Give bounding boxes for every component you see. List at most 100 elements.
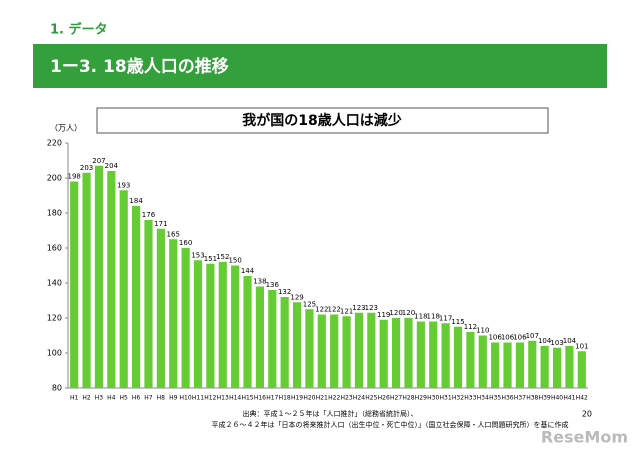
value-label: 115	[451, 318, 464, 326]
x-tick-label: H16	[254, 395, 266, 402]
source-line: 平成２６～４２年は「日本の将来推計人口（出生中位・死亡中位）」（国立社会保障・人…	[212, 420, 569, 429]
bar	[540, 346, 549, 388]
x-tick-label: H42	[576, 395, 588, 402]
bar	[453, 326, 463, 388]
value-label: 193	[117, 181, 130, 189]
bar	[379, 319, 388, 388]
x-tick-label: H18	[279, 395, 291, 402]
bar	[404, 318, 413, 388]
value-label: 103	[550, 339, 563, 347]
x-tick-label: H6	[132, 395, 141, 402]
x-tick-label: H29	[415, 395, 427, 402]
x-tick-label: H10	[180, 395, 192, 402]
bar	[416, 321, 425, 388]
y-tick-label: 100	[47, 349, 62, 358]
slide-subtitle: 1ー3. 18歳人口の推移	[50, 56, 229, 77]
x-tick-label: H2	[82, 395, 91, 402]
x-tick-label: H20	[303, 395, 315, 402]
value-label: 153	[191, 251, 204, 259]
y-tick-label: 140	[47, 279, 62, 288]
bar	[317, 314, 326, 388]
value-label: 118	[427, 313, 440, 321]
section-title: 1. データ	[50, 22, 108, 38]
value-label: 119	[377, 311, 390, 319]
value-label: 106	[501, 334, 515, 342]
value-label: 122	[328, 306, 341, 314]
bar	[478, 335, 487, 388]
x-tick-label: H34	[477, 395, 489, 402]
value-label: 118	[414, 313, 427, 321]
bar	[132, 206, 141, 388]
value-label: 122	[315, 306, 328, 314]
y-tick-label: 80	[52, 384, 62, 393]
x-tick-label: H8	[157, 395, 166, 402]
value-label: 120	[389, 309, 402, 317]
value-label: 125	[303, 300, 316, 308]
value-label: 104	[538, 337, 552, 345]
value-label: 110	[476, 327, 489, 335]
bar	[577, 351, 586, 388]
x-tick-label: H35	[489, 395, 501, 402]
value-label: 106	[488, 334, 502, 342]
x-tick-label: H14	[229, 395, 241, 402]
x-tick-label: H31	[440, 395, 452, 402]
value-label: 104	[563, 337, 577, 345]
value-label: 176	[142, 211, 156, 219]
x-tick-label: H23	[340, 395, 352, 402]
x-tick-label: H30	[427, 395, 439, 402]
value-label: 138	[253, 278, 266, 286]
x-tick-label: H40	[551, 395, 563, 402]
bar	[367, 312, 376, 388]
value-label: 171	[154, 220, 167, 228]
bar	[70, 181, 79, 388]
bar	[231, 265, 240, 388]
x-tick-label: H27	[390, 395, 402, 402]
x-tick-label: H22	[328, 395, 340, 402]
x-tick-label: H24	[353, 395, 365, 402]
y-tick-label: 120	[47, 314, 62, 323]
value-label: 165	[167, 230, 180, 238]
y-tick-label: 220	[47, 139, 62, 148]
bar	[305, 309, 314, 388]
x-tick-label: H19	[291, 395, 303, 402]
x-tick-label: H13	[217, 395, 229, 402]
x-tick-label: H1	[70, 395, 79, 402]
bar	[429, 321, 438, 388]
value-label: 106	[513, 334, 527, 342]
x-tick-label: H5	[120, 395, 129, 402]
value-label: 150	[228, 257, 241, 265]
bar	[218, 262, 227, 388]
bar	[243, 276, 252, 388]
value-label: 112	[464, 323, 477, 331]
bar	[255, 286, 264, 388]
bar	[280, 297, 289, 388]
bar	[503, 342, 512, 388]
value-label: 129	[290, 293, 303, 301]
bar	[292, 302, 302, 388]
value-label: 198	[68, 173, 81, 181]
value-label: 204	[105, 162, 119, 170]
chart-title: 我が国の18歳人口は減少	[242, 112, 401, 129]
bar	[144, 220, 153, 388]
x-tick-label: H32	[452, 395, 464, 402]
x-tick-label: H9	[169, 395, 178, 402]
x-tick-label: H39	[539, 395, 551, 402]
bar	[181, 248, 190, 388]
x-tick-label: H38	[526, 395, 538, 402]
x-tick-label: H28	[402, 395, 414, 402]
title-box	[96, 107, 549, 134]
x-tick-label: H4	[107, 395, 116, 402]
value-label: 123	[365, 304, 378, 312]
value-label: 152	[216, 253, 229, 261]
value-label: 132	[278, 288, 291, 296]
value-label: 207	[92, 157, 105, 165]
x-tick-label: H15	[241, 395, 253, 402]
value-label: 123	[352, 304, 365, 312]
x-tick-label: H26	[378, 395, 390, 402]
bar	[565, 346, 574, 388]
watermark: ReseMom	[541, 428, 628, 447]
source-line: 出典：平成１～２５年は「人口推計」（総務省統計局）、	[243, 409, 418, 418]
value-label: 151	[204, 255, 217, 263]
